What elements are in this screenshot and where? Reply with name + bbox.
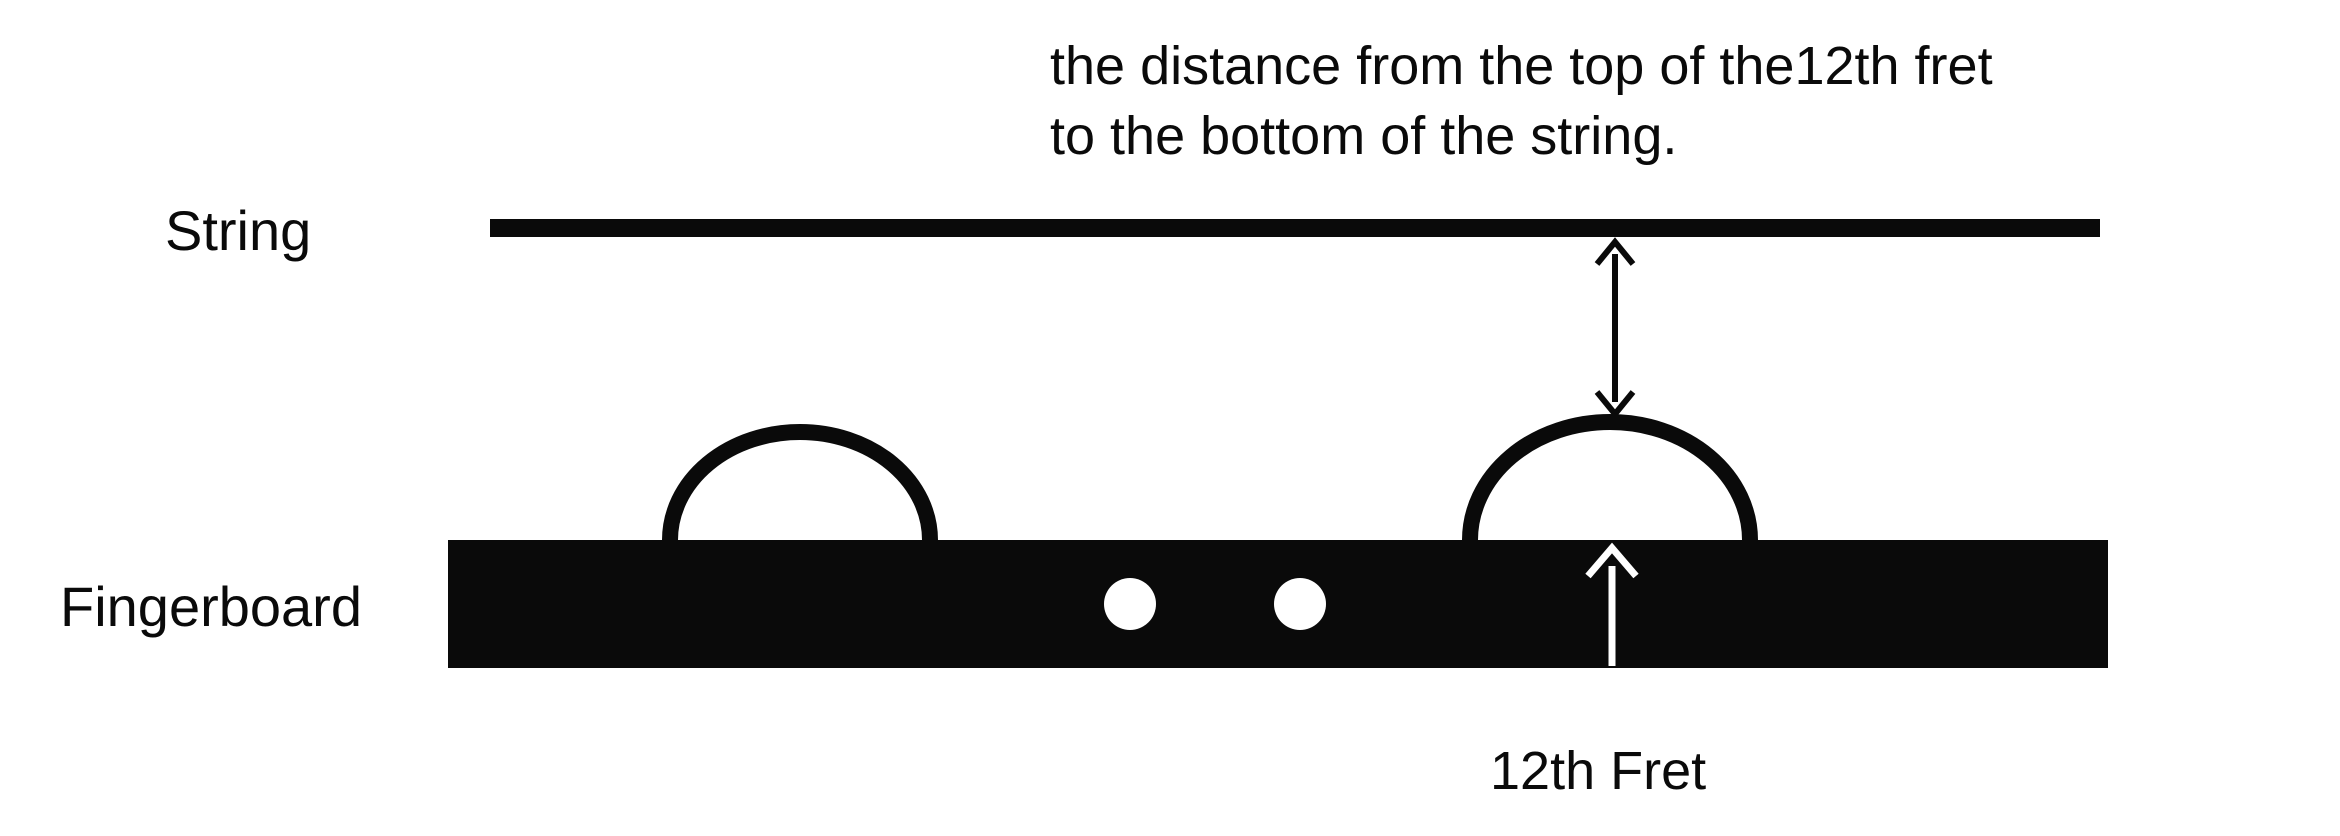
fret-left-arc — [670, 432, 930, 540]
fret-right-arc — [1470, 422, 1750, 540]
action-height-arrow — [1597, 242, 1633, 414]
diagram-svg — [0, 0, 2340, 836]
position-dot-right — [1274, 578, 1326, 630]
position-dot-left — [1104, 578, 1156, 630]
